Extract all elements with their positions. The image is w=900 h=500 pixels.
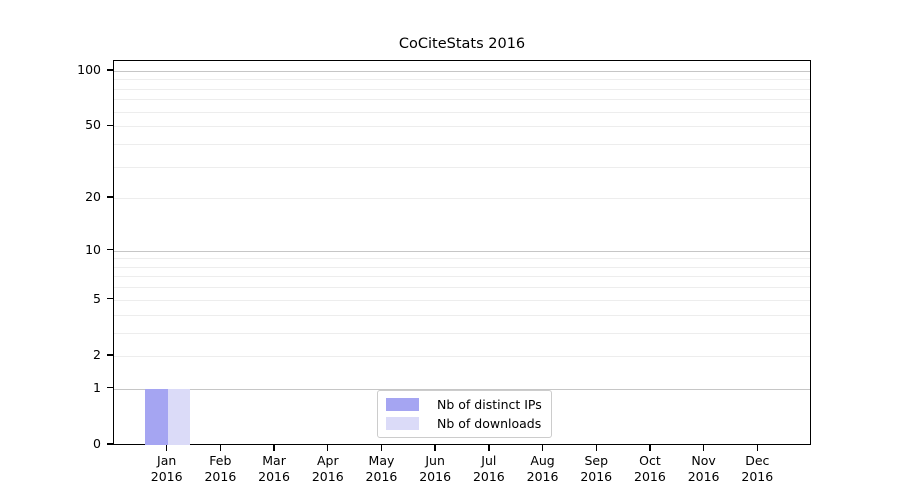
x-axis-tick [327,445,329,451]
minor-gridline [114,355,810,357]
y-tick-label: 50 [85,117,101,133]
y-axis-tick [107,443,113,445]
minor-gridline [114,166,810,168]
y-axis-tick [107,124,113,126]
minor-gridline [114,266,810,268]
x-tick-month: Apr [316,453,339,468]
x-axis-tick [165,445,168,451]
chart-title: CoCiteStats 2016 [398,36,526,52]
x-tick-month: Jan [157,453,177,468]
x-tick-label: Nov 2016 [673,453,735,484]
minor-gridline [114,143,810,145]
x-tick-year: 2016 [472,468,505,484]
minor-gridline [114,276,810,278]
minor-gridline [114,88,810,90]
x-tick-year: 2016 [258,468,290,484]
x-tick-label: Jul 2016 [458,453,520,484]
x-axis-tick [649,445,651,451]
x-tick-label: Apr 2016 [297,453,359,484]
major-gridline [114,388,810,390]
major-gridline [114,70,810,72]
minor-gridline [114,287,810,289]
x-tick-year: 2016 [150,468,183,484]
x-tick-label: Jan 2016 [136,453,198,484]
minor-gridline [114,99,810,101]
y-tick-label: 10 [85,241,101,257]
legend-label: Nb of distinct IPs [437,397,542,412]
x-tick-year: 2016 [311,468,344,484]
y-axis-tick [107,387,113,389]
minor-gridline [114,79,810,81]
y-tick-label: 20 [85,189,101,205]
x-tick-month: Nov [691,453,716,468]
x-tick-year: 2016 [419,468,452,484]
minor-gridline [114,299,810,301]
x-tick-year: 2016 [526,468,559,484]
legend-entry: Nb of distinct IPs [386,397,542,412]
y-tick-label: 2 [93,346,101,362]
x-tick-label: Jun 2016 [404,453,466,484]
y-axis-tick [107,196,113,198]
x-tick-label: May 2016 [350,453,412,484]
x-axis-tick [702,445,705,451]
x-axis-tick [273,445,275,451]
bar-nb-of-downloads [167,388,191,445]
x-axis-tick [434,445,436,451]
x-tick-month: Jul [481,453,497,468]
minor-gridline [114,126,810,128]
y-axis-tick [107,298,113,300]
bar-nb-of-distinct-ips [145,388,168,445]
legend-swatch [386,417,419,430]
x-axis-tick [488,445,490,451]
x-tick-month: May [368,453,395,468]
x-tick-label: Mar 2016 [243,453,305,484]
x-tick-label: Aug 2016 [512,453,574,484]
x-tick-year: 2016 [204,468,237,484]
y-tick-label: 100 [77,61,101,77]
legend-entry: Nb of downloads [386,416,542,431]
x-tick-year: 2016 [634,468,666,484]
x-tick-month: Aug [530,453,555,468]
minor-gridline [114,258,810,260]
y-tick-label: 0 [93,436,101,451]
major-gridline [114,250,810,252]
x-axis-tick [756,445,758,451]
x-tick-label: Sep 2016 [565,453,627,484]
x-tick-label: Oct 2016 [619,453,681,484]
y-tick-label: 1 [93,379,101,395]
x-tick-year: 2016 [365,468,398,484]
x-tick-year: 2016 [687,468,720,484]
y-axis-tick [107,248,113,251]
minor-gridline [114,198,810,200]
x-tick-year: 2016 [580,468,613,484]
legend-swatch [386,398,419,411]
y-axis-tick [107,354,113,356]
minor-gridline [114,111,810,113]
x-tick-year: 2016 [741,468,774,484]
x-tick-month: Feb [209,453,232,468]
y-axis-tick [107,69,113,71]
legend: Nb of distinct IPs Nb of downloads [377,390,552,438]
x-axis-tick [219,445,222,451]
minor-gridline [114,314,810,316]
x-axis-tick [595,445,597,451]
x-tick-label: Feb 2016 [189,453,251,484]
legend-label: Nb of downloads [437,416,542,431]
y-tick-label: 5 [93,290,101,306]
x-tick-label: Dec 2016 [726,453,788,484]
x-tick-month: Jun [425,453,445,468]
x-tick-month: Sep [584,453,608,468]
plot-area [113,60,811,445]
x-tick-month: Oct [639,453,661,468]
x-tick-month: Mar [262,453,286,468]
x-axis-tick [541,445,544,451]
x-axis-tick [380,445,383,451]
minor-gridline [114,332,810,334]
x-tick-month: Dec [745,453,770,468]
